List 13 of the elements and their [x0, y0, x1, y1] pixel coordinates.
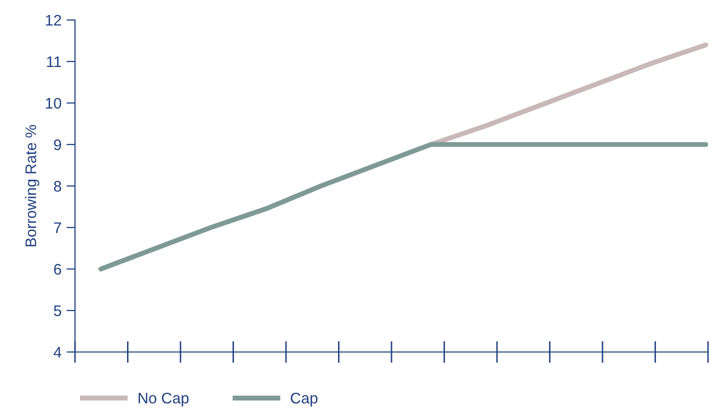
y-tick-label: 7 — [54, 222, 62, 234]
legend-label: Cap — [290, 392, 318, 407]
y-tick-label: 4 — [54, 347, 62, 358]
y-axis-title: Borrowing Rate % — [25, 124, 40, 246]
legend-label: No Cap — [138, 392, 189, 407]
y-tick-label: 6 — [54, 264, 62, 275]
y-tick-label: 5 — [54, 306, 62, 316]
y-tick-label: 11 — [47, 56, 62, 68]
y-tick-label: 8 — [54, 180, 62, 192]
line-series — [98, 142, 708, 272]
y-tick-label: 10 — [46, 98, 62, 109]
y-tick-label: 9 — [54, 139, 62, 150]
y-tick-label: 12 — [46, 14, 62, 26]
